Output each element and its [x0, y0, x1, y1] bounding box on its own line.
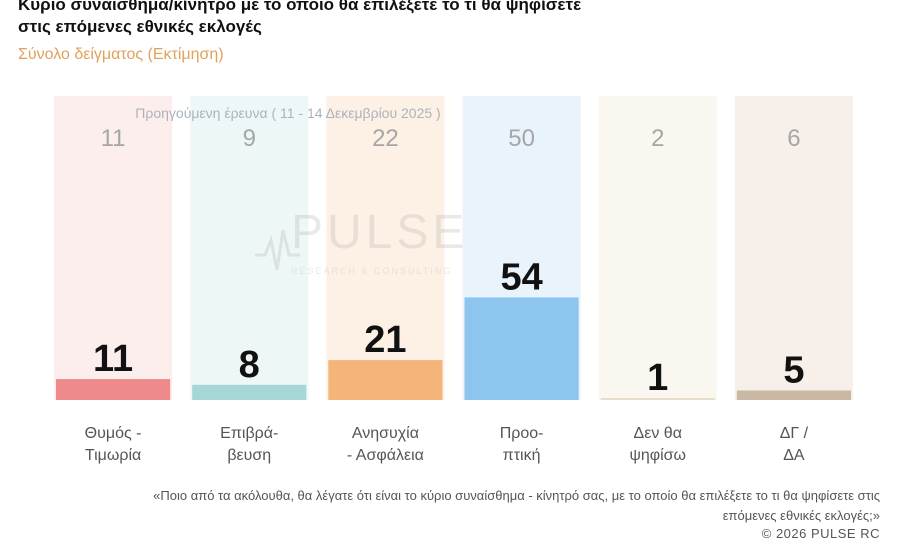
background-column	[190, 96, 309, 400]
category-label: Επιβρά-	[220, 425, 278, 442]
category-label: Ανησυχία	[352, 425, 419, 442]
data-label: 11	[93, 338, 133, 380]
chart-title: Κυριο συναισθημα/κίνητρο με το οποιο θα …	[18, 0, 582, 36]
chart-subtitle: Σύνολο δείγματος (Εκτίμηση)	[18, 46, 224, 63]
question-footnote: «Ποιο από τα ακόλουθα, θα λέγατε ότι είν…	[153, 488, 880, 523]
category-label: Δεν θα	[634, 425, 682, 442]
data-label: 1	[647, 357, 668, 399]
category-label: ΔΓ /	[780, 425, 809, 442]
previous-value-label: 2	[651, 125, 664, 152]
copyright: © 2026 PULSE RC	[761, 526, 880, 541]
category-label: ψηφίσω	[629, 447, 686, 464]
previous-value-label: 9	[243, 125, 256, 152]
background-column	[326, 96, 445, 400]
category-label: πτική	[503, 447, 541, 464]
bar	[192, 384, 307, 400]
category-label: Θυμός -	[85, 425, 142, 442]
bar	[736, 390, 851, 400]
watermark-name: PULSE	[291, 206, 468, 259]
data-label: 8	[239, 344, 260, 386]
previous-value-label: 11	[101, 125, 126, 152]
category-label: Τιμωρία	[85, 447, 141, 464]
previous-value-label: 50	[508, 125, 535, 152]
data-label: 5	[783, 350, 804, 392]
background-column	[54, 96, 173, 400]
pulse-watermark-logo: PULSE RESEARCH & CONSULTING	[255, 206, 468, 276]
previous-survey-label: Προηγούμενη έρευνα ( 11 - 14 Δεκεμβρίου …	[135, 105, 440, 121]
bar	[328, 360, 443, 400]
category-label: - Ασφάλεια	[347, 447, 424, 464]
previous-value-label: 22	[372, 125, 399, 152]
watermark-tagline: RESEARCH & CONSULTING	[291, 266, 452, 276]
category-label: ΔΑ	[783, 447, 805, 464]
data-label: 54	[500, 256, 542, 298]
bar	[600, 398, 715, 400]
background-column	[734, 96, 853, 400]
background-column	[598, 96, 717, 400]
data-label: 21	[364, 319, 406, 361]
category-label: Προο-	[500, 425, 544, 442]
bar	[464, 297, 579, 400]
previous-value-label: 6	[787, 125, 800, 152]
bar	[56, 379, 171, 400]
category-label: βευση	[227, 447, 271, 464]
